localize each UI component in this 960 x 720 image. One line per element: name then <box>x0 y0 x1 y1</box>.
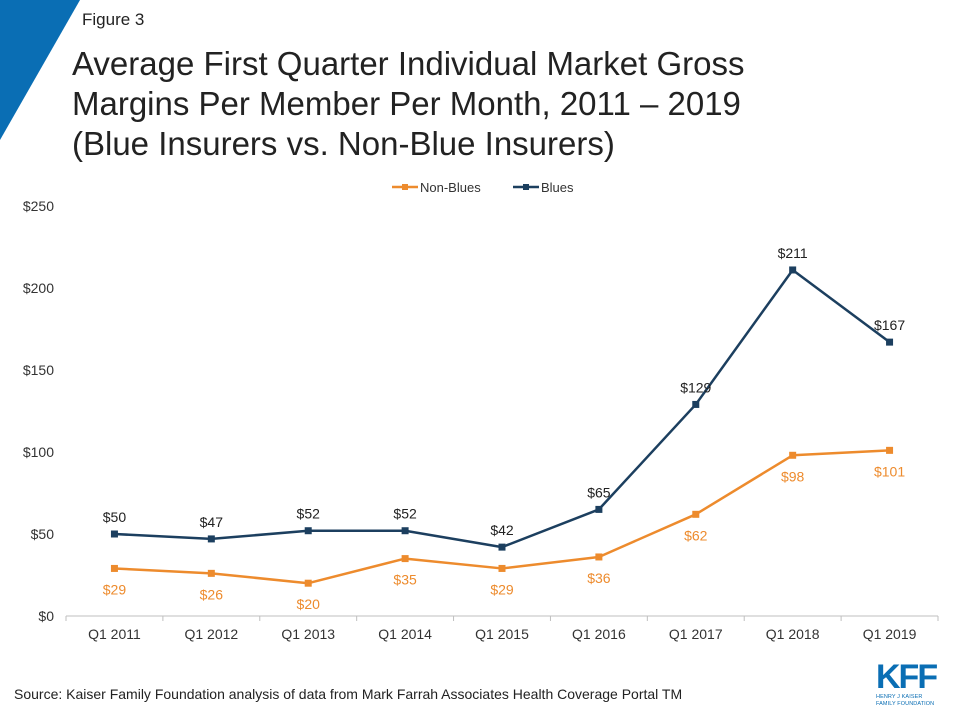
data-point-blues <box>498 543 506 551</box>
x-tick-label: Q1 2017 <box>669 626 723 642</box>
data-label-non-blues: $20 <box>297 596 321 612</box>
data-label-non-blues: $26 <box>200 586 224 602</box>
data-point-non-blues <box>886 446 894 454</box>
legend-label-non-blues: Non-Blues <box>420 180 481 195</box>
y-tick-label: $100 <box>23 444 54 460</box>
data-point-non-blues <box>110 564 118 572</box>
data-label-blues: $65 <box>587 484 611 500</box>
data-label-blues: $52 <box>393 506 417 522</box>
title-line: Margins Per Member Per Month, 2011 – 201… <box>72 85 741 122</box>
x-tick-label: Q1 2012 <box>184 626 238 642</box>
x-tick-label: Q1 2016 <box>572 626 626 642</box>
source-note: Source: Kaiser Family Foundation analysi… <box>14 686 683 702</box>
data-point-non-blues <box>692 510 700 518</box>
data-point-non-blues <box>595 553 603 561</box>
corner-accent <box>0 0 80 140</box>
data-point-blues <box>207 535 215 543</box>
data-label-non-blues: $36 <box>587 570 611 586</box>
y-tick-label: $150 <box>23 362 54 378</box>
data-label-non-blues: $101 <box>874 463 905 479</box>
data-point-blues <box>401 527 409 535</box>
y-tick-label: $50 <box>31 526 55 542</box>
data-point-non-blues <box>498 564 506 572</box>
data-label-non-blues: $29 <box>103 581 127 597</box>
series-line-non-blues <box>114 449 890 585</box>
legend-marker-blues <box>523 184 529 190</box>
data-label-blues: $211 <box>778 245 808 261</box>
data-label-non-blues: $62 <box>684 527 708 543</box>
x-tick-label: Q1 2011 <box>88 626 141 642</box>
kff-logo: KFF HENRY J KAISER FAMILY FOUNDATION <box>876 660 948 710</box>
data-point-blues <box>886 338 894 346</box>
page-title: Average First Quarter Individual Market … <box>72 44 932 164</box>
data-label-non-blues: $35 <box>393 572 417 588</box>
title-line: (Blue Insurers vs. Non-Blue Insurers) <box>72 125 615 162</box>
data-label-blues: $52 <box>297 506 321 522</box>
y-tick-label: $200 <box>23 280 54 296</box>
data-label-non-blues: $29 <box>490 581 514 597</box>
x-tick-label: Q1 2015 <box>475 626 529 642</box>
data-point-non-blues <box>207 569 215 577</box>
title-line: Average First Quarter Individual Market … <box>72 45 745 82</box>
x-tick-label: Q1 2014 <box>378 626 432 642</box>
y-tick-label: $250 <box>23 198 54 214</box>
data-label-blues: $42 <box>490 522 514 538</box>
x-tick-label: Q1 2013 <box>281 626 335 642</box>
data-point-non-blues <box>401 555 409 563</box>
figure-label: Figure 3 <box>82 10 145 29</box>
logo-letters: KFF <box>876 658 938 696</box>
logo-subtitle-line: HENRY J KAISER <box>876 694 923 700</box>
data-label-blues: $129 <box>680 379 711 395</box>
data-point-blues <box>304 527 312 535</box>
x-tick-label: Q1 2019 <box>863 626 917 642</box>
y-tick-label: $0 <box>38 608 54 624</box>
data-point-non-blues <box>789 451 797 459</box>
data-point-non-blues <box>304 579 312 587</box>
series-line-blues <box>114 268 891 549</box>
data-point-blues <box>692 400 700 408</box>
data-point-blues <box>110 530 118 538</box>
legend-label-blues: Blues <box>541 180 574 195</box>
data-label-blues: $47 <box>200 514 224 530</box>
data-point-blues <box>595 505 603 513</box>
data-label-blues: $167 <box>874 317 905 333</box>
x-tick-label: Q1 2018 <box>766 626 820 642</box>
data-point-blues <box>789 266 797 274</box>
logo-subtitle-line: FAMILY FOUNDATION <box>876 700 935 707</box>
data-label-non-blues: $98 <box>781 468 805 484</box>
data-label-blues: $50 <box>103 509 127 525</box>
legend-marker-non-blues <box>402 184 408 190</box>
